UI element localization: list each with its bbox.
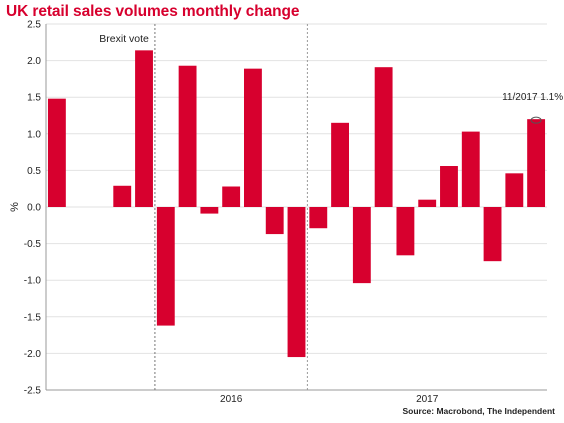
bar xyxy=(156,207,175,326)
bar xyxy=(527,119,546,207)
x-year-label: 2017 xyxy=(416,394,439,405)
brexit-vote-label: Brexit vote xyxy=(99,33,149,45)
y-axis-label: % xyxy=(9,202,21,212)
source-note: Source: Macrobond, The Independent xyxy=(402,406,555,416)
y-tick-label: 2.0 xyxy=(27,56,41,67)
bar xyxy=(178,65,197,207)
bar xyxy=(440,166,458,207)
bar xyxy=(113,185,132,207)
bar xyxy=(483,207,502,262)
y-tick-label: 0.0 xyxy=(27,203,41,214)
bar xyxy=(47,98,66,207)
x-year-label: 2016 xyxy=(220,394,243,405)
bar xyxy=(265,207,284,235)
bar xyxy=(309,207,328,229)
annotation-label: 11/2017 1.1% xyxy=(502,92,563,103)
bar xyxy=(135,50,153,207)
bar xyxy=(331,122,349,207)
bar xyxy=(244,68,262,207)
y-tick-label: -1.0 xyxy=(24,276,42,287)
bar xyxy=(222,186,241,207)
bar xyxy=(505,173,524,207)
bar xyxy=(287,207,306,358)
y-tick-label: -2.0 xyxy=(24,349,42,360)
bar xyxy=(352,207,371,284)
bar xyxy=(461,131,480,207)
chart-title: UK retail sales volumes monthly change xyxy=(6,3,300,20)
bar xyxy=(396,207,415,256)
y-tick-label: -1.5 xyxy=(24,312,42,323)
y-tick-label: -0.5 xyxy=(24,239,42,250)
bar xyxy=(374,67,393,207)
y-tick-label: -2.5 xyxy=(24,386,42,397)
annotation-circle xyxy=(530,116,542,124)
y-tick-label: 2.5 xyxy=(27,20,41,31)
y-tick-label: 0.5 xyxy=(27,166,41,177)
y-tick-label: 1.5 xyxy=(27,93,41,104)
bar xyxy=(200,207,219,214)
bar xyxy=(418,199,437,207)
y-tick-label: 1.0 xyxy=(27,129,41,140)
